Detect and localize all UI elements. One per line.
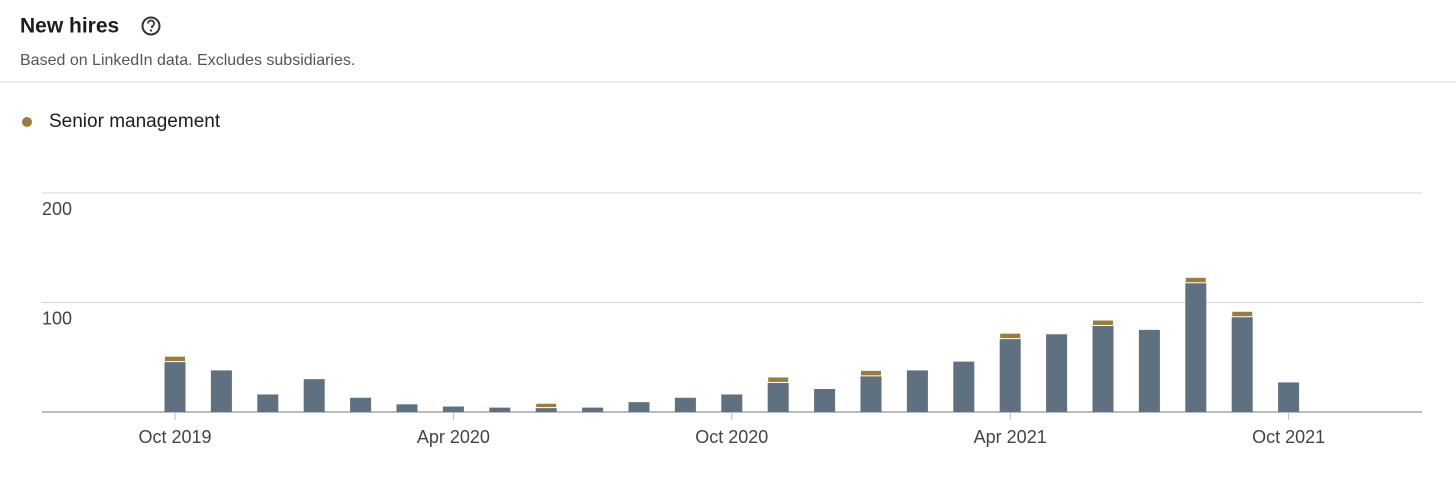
x-tick-label: Oct 2021: [1252, 427, 1325, 447]
bar-segment: [953, 361, 975, 412]
bar-segment: [210, 370, 232, 412]
bar-segment: [767, 382, 789, 412]
bar-segment: [1278, 382, 1300, 412]
bar-segment: [1231, 310, 1254, 318]
bar-segment: [1185, 282, 1207, 412]
bar-segment: [767, 376, 790, 383]
bar-segment: [628, 402, 650, 412]
bar-segment: [1184, 276, 1207, 284]
x-tick-label: Oct 2019: [138, 427, 211, 447]
bar-segment: [535, 402, 558, 409]
chart-subtitle: Based on LinkedIn data. Excludes subsidi…: [20, 52, 355, 69]
bar-segment: [350, 397, 372, 412]
bar-segment: [442, 406, 464, 412]
bar-segment: [860, 369, 882, 377]
bar-segment: [535, 407, 557, 412]
bar-segment: [164, 361, 186, 412]
x-tick-label: Apr 2020: [417, 427, 490, 447]
bar-segment: [999, 332, 1022, 340]
bar-segment: [721, 394, 743, 412]
bar-segment: [860, 375, 882, 412]
bar-segment: [303, 379, 325, 412]
bar-segment: [582, 407, 604, 412]
legend-label: Senior management: [49, 111, 221, 132]
bar-segment: [164, 355, 186, 363]
bar-segment: [1046, 334, 1068, 412]
y-tick-label: 100: [42, 308, 72, 328]
x-tick-label: Apr 2021: [974, 427, 1047, 447]
bar-segment: [1231, 316, 1253, 412]
bar-segment: [396, 404, 418, 412]
legend-marker: [22, 117, 32, 127]
bar-segment: [1138, 329, 1160, 412]
y-tick-label: 200: [42, 199, 72, 219]
help-icon[interactable]: [141, 16, 161, 36]
bar-segment: [999, 338, 1021, 412]
bar-segment: [1092, 325, 1114, 412]
bar-segment: [906, 370, 928, 412]
bar-segment: [674, 397, 696, 412]
bar-segment: [814, 389, 836, 412]
bar-segment: [257, 394, 279, 412]
chart-title: New hires: [20, 15, 119, 38]
bar-segment: [489, 407, 511, 412]
x-tick-label: Oct 2020: [695, 427, 768, 447]
bar-segment: [1092, 319, 1114, 326]
